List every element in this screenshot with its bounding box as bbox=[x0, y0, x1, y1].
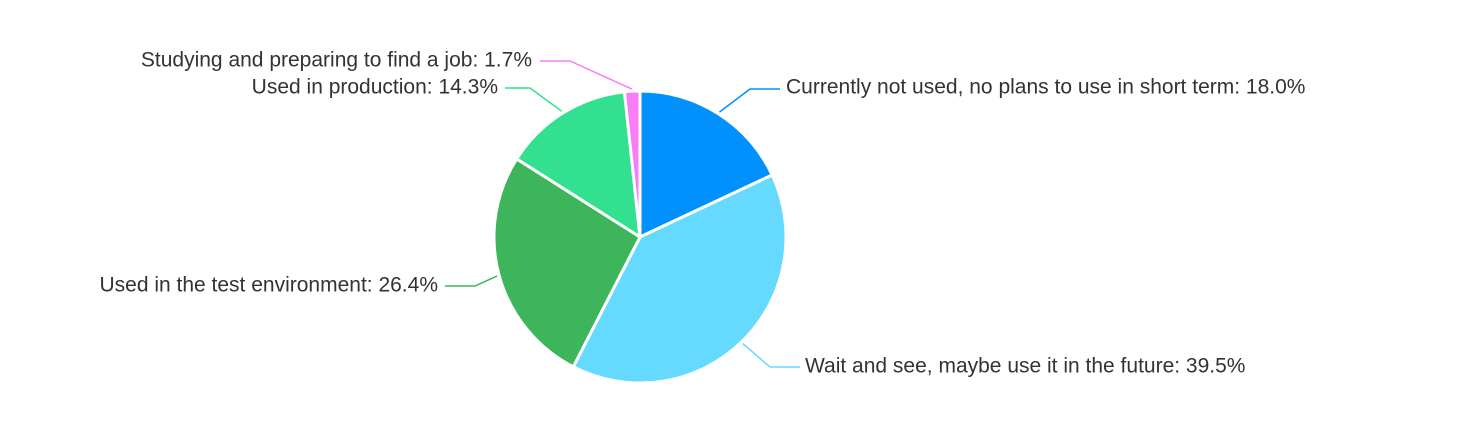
pie-slice-used-in-the-test-environment[interactable] bbox=[492, 157, 642, 369]
leader-line-studying-and-preparing-to-find-a-job bbox=[540, 60, 633, 90]
leader-line-currently-not-used-no-plans-to-use-in-short-term bbox=[718, 88, 780, 113]
leader-line-wait-and-see-maybe-use-it-in-the-future bbox=[742, 342, 800, 368]
slice-label-studying-and-preparing-to-find-a-job: Studying and preparing to find a job: 1.… bbox=[141, 49, 532, 72]
pie-slice-currently-not-used-no-plans-to-use-in-short-term[interactable] bbox=[638, 89, 774, 239]
leader-lines bbox=[445, 60, 800, 368]
slice-labels: Currently not used, no plans to use in s… bbox=[99, 49, 1305, 378]
slice-label-used-in-production: Used in production: 14.3% bbox=[252, 76, 498, 99]
slice-label-currently-not-used-no-plans-to-use-in-short-term: Currently not used, no plans to use in s… bbox=[786, 76, 1305, 99]
leader-line-used-in-the-test-environment bbox=[445, 275, 498, 287]
slice-label-used-in-the-test-environment: Used in the test environment: 26.4% bbox=[99, 274, 438, 297]
pie-slice-studying-and-preparing-to-find-a-job[interactable] bbox=[622, 89, 642, 239]
leader-line-used-in-production bbox=[505, 87, 563, 112]
pie-slice-wait-and-see-maybe-use-it-in-the-future[interactable] bbox=[571, 173, 788, 385]
pie-slices bbox=[492, 89, 788, 385]
slice-label-wait-and-see-maybe-use-it-in-the-future: Wait and see, maybe use it in the future… bbox=[805, 355, 1245, 378]
pie-slice-used-in-production[interactable] bbox=[515, 90, 642, 239]
